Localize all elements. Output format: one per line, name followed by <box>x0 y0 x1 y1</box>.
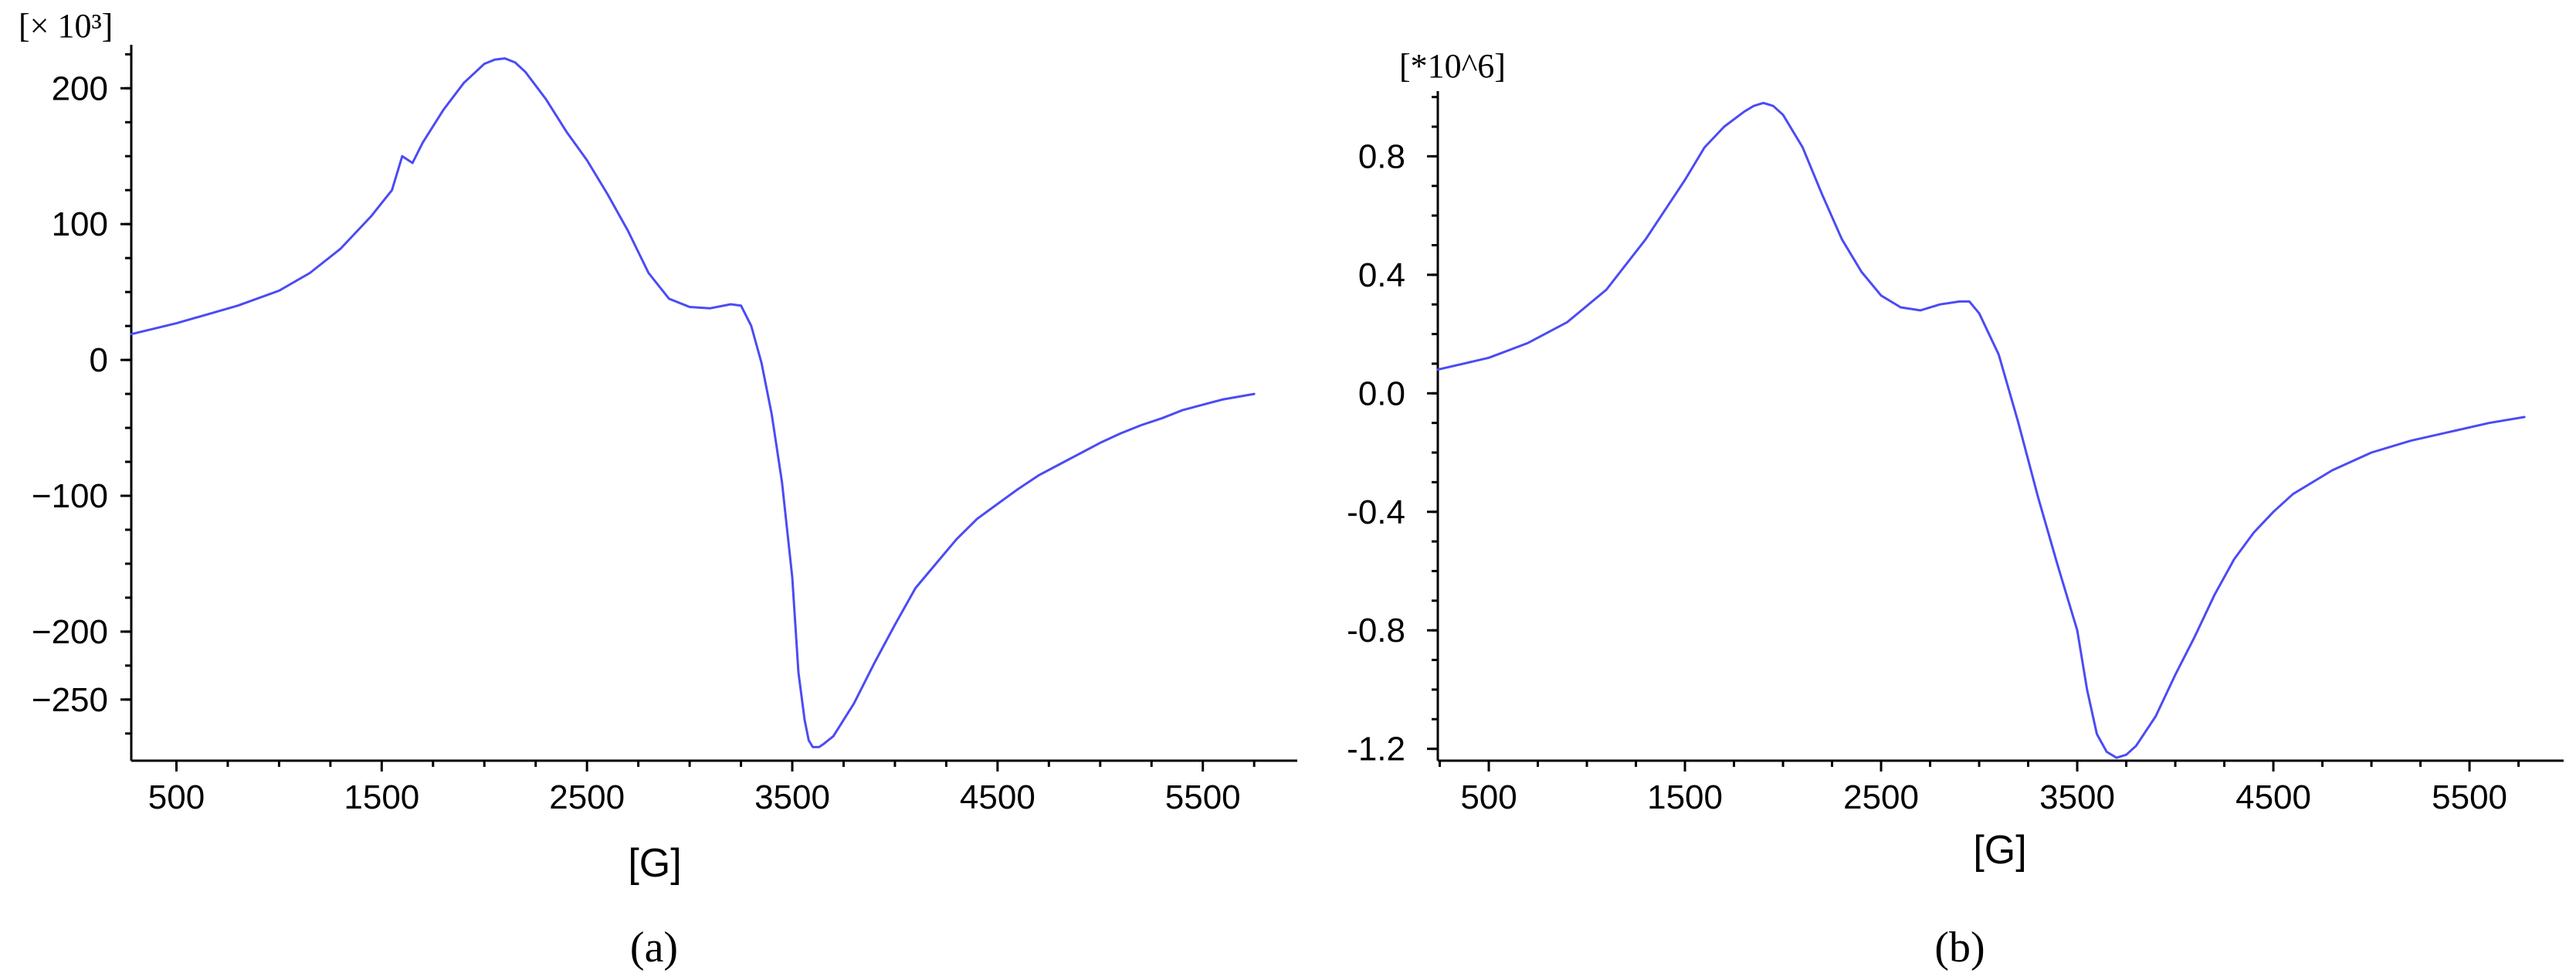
x-tick-label-b: 2500 <box>1843 778 1919 816</box>
x-tick-label-a: 5500 <box>1165 778 1241 816</box>
x-axis-label-b: [G] <box>1973 828 2026 873</box>
x-tick-label-a: 4500 <box>960 778 1035 816</box>
series-line-a <box>130 57 1256 748</box>
x-tick-label-b: 4500 <box>2235 778 2311 816</box>
y-multiplier-label-b: [*10^6] <box>1399 47 1506 85</box>
x-tick-label-b: 500 <box>1460 778 1517 816</box>
y-tick-label-b: 0.4 <box>1358 256 1405 294</box>
y-tick-label-b: 0.8 <box>1358 137 1405 175</box>
y-tick-label-a: −100 <box>32 477 108 515</box>
x-axis-label-a: [G] <box>628 841 681 886</box>
y-tick-label-a: 100 <box>52 205 108 243</box>
x-tick-label-b: 5500 <box>2432 778 2507 816</box>
x-tick-label-a: 3500 <box>754 778 830 816</box>
y-tick-label-b: -0.4 <box>1347 493 1405 531</box>
panel-label-a: (a) <box>630 924 678 972</box>
x-tick-label-b: 3500 <box>2039 778 2115 816</box>
chart-panel-a: 500 1500 2500 3500 4500 5500 200 100 0 −100 −200 −2… <box>19 7 1297 886</box>
y-tick-label-a: 0 <box>90 341 108 379</box>
x-tick-label-a: 500 <box>148 778 205 816</box>
y-tick-label-a: −200 <box>32 613 108 651</box>
x-tick-label-a: 2500 <box>549 778 625 816</box>
y-tick-label-b: 0.0 <box>1358 375 1405 412</box>
x-tick-label-b: 1500 <box>1647 778 1723 816</box>
y-tick-label-a: 200 <box>52 70 108 107</box>
y-tick-label-a: −250 <box>32 681 108 719</box>
y-tick-label-b: -0.8 <box>1347 612 1405 649</box>
series-line-b <box>1436 101 2526 759</box>
x-tick-label-a: 1500 <box>344 778 419 816</box>
panel-label-b: (b) <box>1934 924 1985 972</box>
chart-panel-b: 500 1500 2500 3500 4500 5500 0.8 0.4 0.0 -0.4 -0.8… <box>1347 47 2564 873</box>
y-multiplier-label-a: [× 10³] <box>19 7 113 45</box>
y-tick-label-b: -1.2 <box>1347 731 1405 768</box>
